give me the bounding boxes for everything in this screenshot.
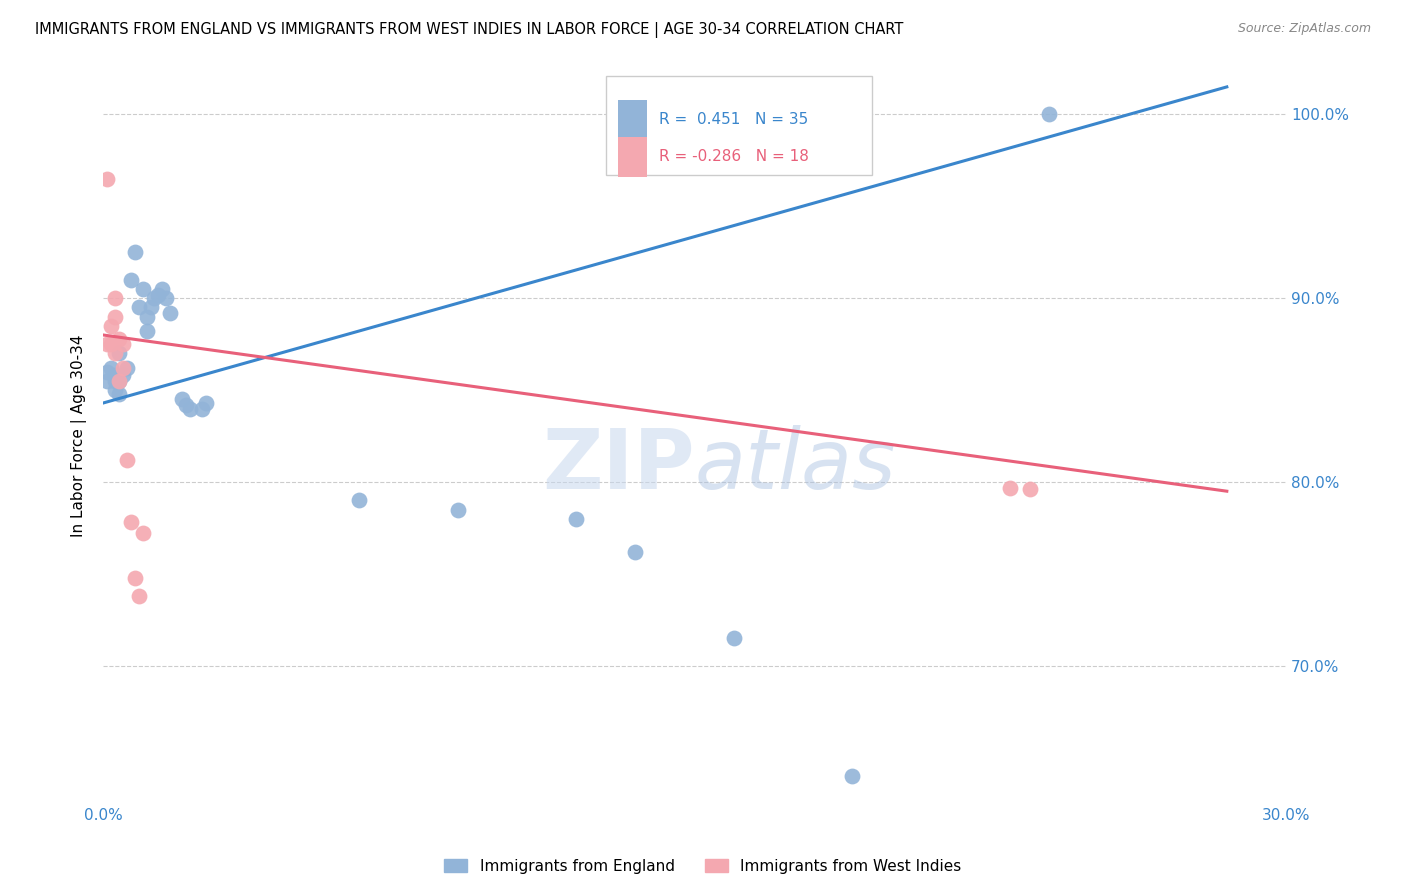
Point — [104, 368, 127, 383]
Point — [104, 374, 127, 388]
Point — [108, 374, 131, 388]
Point — [565, 512, 588, 526]
Point — [723, 631, 745, 645]
Point — [194, 396, 217, 410]
Point — [111, 361, 134, 376]
Point — [131, 282, 153, 296]
Bar — [617, 100, 647, 140]
Point — [349, 493, 371, 508]
Point — [135, 324, 157, 338]
Text: ZIP: ZIP — [543, 425, 695, 506]
Point — [100, 337, 122, 351]
Point — [100, 361, 122, 376]
Text: R = -0.286   N = 18: R = -0.286 N = 18 — [659, 149, 808, 164]
Text: R =  0.451   N = 35: R = 0.451 N = 35 — [659, 112, 808, 128]
Point — [124, 245, 146, 260]
Point — [159, 306, 181, 320]
Point — [447, 502, 470, 516]
Point — [170, 392, 193, 407]
Point — [115, 361, 138, 376]
Bar — [617, 136, 647, 177]
Point — [120, 516, 142, 530]
Point — [179, 401, 201, 416]
Point — [96, 337, 118, 351]
Point — [108, 332, 131, 346]
Point — [108, 346, 131, 360]
Y-axis label: In Labor Force | Age 30-34: In Labor Force | Age 30-34 — [72, 334, 87, 537]
Point — [148, 287, 170, 301]
Point — [1018, 483, 1040, 497]
Point — [139, 301, 162, 315]
Point — [104, 346, 127, 360]
Point — [120, 273, 142, 287]
Text: atlas: atlas — [695, 425, 896, 506]
Point — [96, 365, 118, 379]
Point — [128, 301, 150, 315]
Point — [1038, 107, 1060, 121]
Text: IMMIGRANTS FROM ENGLAND VS IMMIGRANTS FROM WEST INDIES IN LABOR FORCE | AGE 30-3: IMMIGRANTS FROM ENGLAND VS IMMIGRANTS FR… — [35, 22, 904, 38]
Legend: Immigrants from England, Immigrants from West Indies: Immigrants from England, Immigrants from… — [439, 853, 967, 880]
Point — [111, 337, 134, 351]
Text: Source: ZipAtlas.com: Source: ZipAtlas.com — [1237, 22, 1371, 36]
Point — [104, 291, 127, 305]
Point — [104, 383, 127, 397]
Point — [96, 171, 118, 186]
FancyBboxPatch shape — [606, 76, 872, 175]
Point — [115, 453, 138, 467]
Point — [624, 545, 647, 559]
Point — [124, 571, 146, 585]
Point — [174, 398, 197, 412]
Point — [108, 386, 131, 401]
Point — [998, 481, 1021, 495]
Point — [128, 589, 150, 603]
Point — [108, 374, 131, 388]
Point — [104, 310, 127, 324]
Point — [96, 374, 118, 388]
Point — [143, 291, 166, 305]
Point — [841, 769, 863, 783]
Point — [191, 401, 214, 416]
Point — [135, 310, 157, 324]
Point — [111, 368, 134, 383]
Point — [155, 291, 177, 305]
Point — [131, 526, 153, 541]
Point — [100, 318, 122, 333]
Point — [150, 282, 173, 296]
